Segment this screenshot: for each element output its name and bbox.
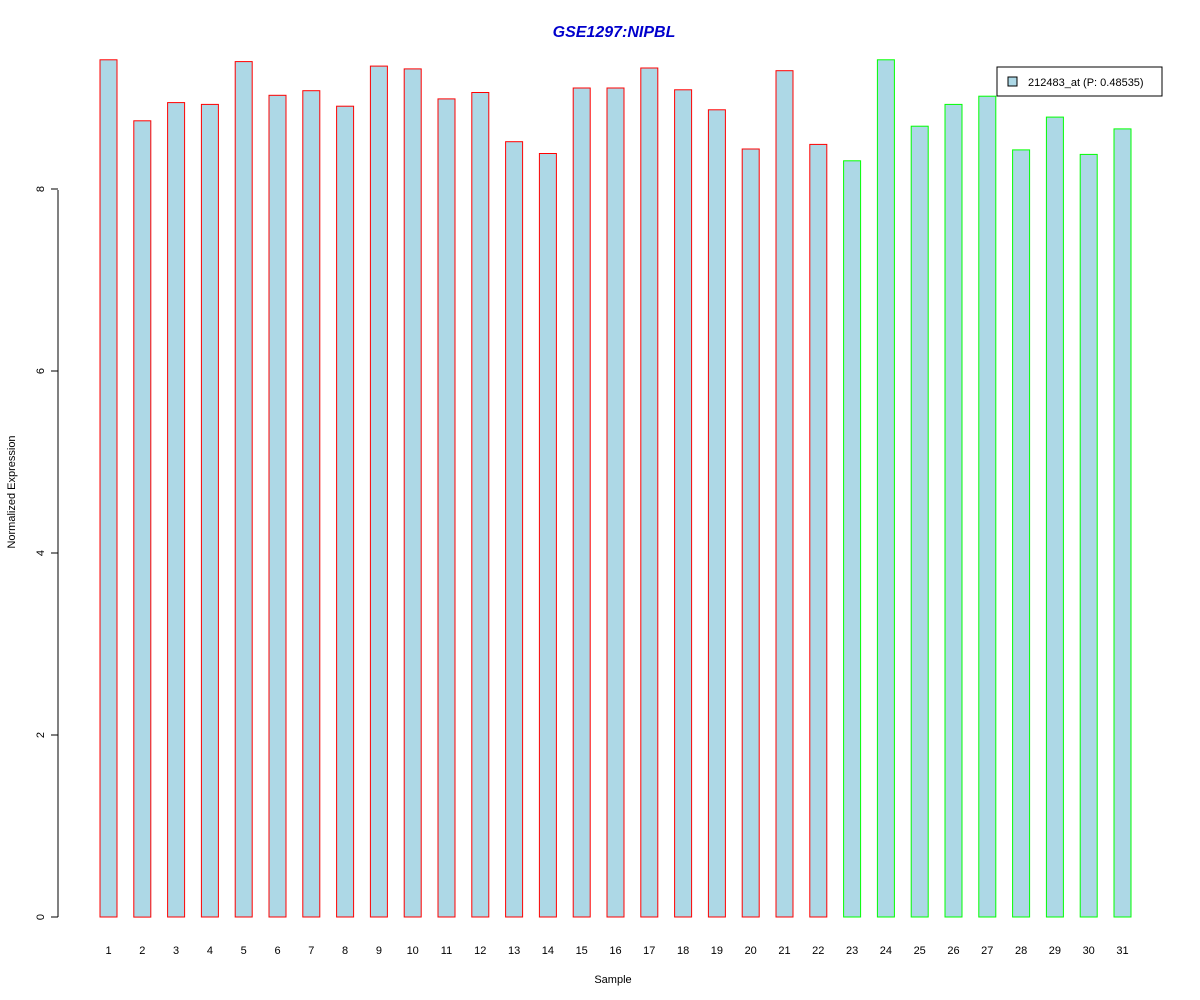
bar-sample-24 (876, 59, 895, 918)
bars-group (99, 59, 1132, 918)
bar-sample-28 (1012, 149, 1031, 918)
x-tick-label: 19 (711, 945, 723, 957)
bar-sample-21 (775, 70, 794, 918)
bar-sample-5 (234, 61, 253, 918)
legend-box (996, 66, 1163, 97)
x-tick-label: 10 (407, 945, 419, 957)
bar-sample-1 (99, 59, 118, 918)
bar-sample-7 (302, 90, 321, 918)
x-tick-label: 30 (1083, 945, 1095, 957)
x-tick-label: 2 (139, 945, 145, 957)
y-axis-label: Normalized Expression (6, 435, 18, 548)
x-tick-label: 22 (812, 945, 824, 957)
x-tick-label: 7 (308, 945, 314, 957)
bar-sample-6 (268, 94, 287, 918)
x-tick-label: 4 (207, 945, 213, 957)
y-tick-label: 8 (35, 186, 47, 192)
x-tick-label: 3 (173, 945, 179, 957)
x-tick-label: 17 (643, 945, 655, 957)
legend: 212483_at (P: 0.48535) (996, 66, 1163, 97)
x-tick-label: 12 (474, 945, 486, 957)
y-tick-label: 6 (35, 368, 47, 374)
bar-sample-11 (437, 98, 456, 918)
x-tick-label: 31 (1116, 945, 1128, 957)
bar-sample-2 (133, 120, 152, 918)
bar-sample-30 (1079, 153, 1098, 918)
x-tick-label: 1 (105, 945, 111, 957)
bar-sample-17 (640, 67, 659, 918)
x-tick-label: 6 (274, 945, 280, 957)
x-tick-label: 8 (342, 945, 348, 957)
x-tick-label: 24 (880, 945, 892, 957)
bar-sample-8 (336, 105, 355, 918)
x-axis-label: Sample (594, 974, 631, 986)
x-tick-label: 20 (745, 945, 757, 957)
x-tick-label: 16 (609, 945, 621, 957)
bar-sample-25 (910, 125, 929, 918)
bar-sample-10 (403, 68, 422, 918)
x-tick-label: 15 (576, 945, 588, 957)
bar-sample-18 (674, 89, 693, 918)
chart-title: GSE1297:NIPBL (553, 24, 676, 41)
bar-sample-20 (741, 148, 760, 918)
legend-label: 212483_at (P: 0.48535) (1028, 77, 1144, 89)
x-tick-label: 5 (241, 945, 247, 957)
bar-sample-12 (471, 92, 490, 918)
bar-sample-23 (843, 160, 862, 918)
x-tick-label: 23 (846, 945, 858, 957)
bar-sample-16 (606, 87, 625, 918)
x-tick-label: 11 (441, 945, 452, 957)
legend-swatch (1007, 76, 1018, 87)
bar-sample-4 (200, 103, 219, 918)
x-tick-label: 26 (947, 945, 959, 957)
x-tick-labels: 1 2 3 4 5 6 7 8 9 10 11 12 13 14 15 16 17 18 19 20 21 22 23 24 2… (105, 945, 1128, 957)
x-tick-label: 25 (914, 945, 926, 957)
bar-sample-26 (944, 103, 963, 918)
y-tick-label: 0 (35, 914, 47, 920)
x-tick-label: 13 (508, 945, 520, 957)
bar-sample-15 (572, 87, 591, 918)
bar-sample-29 (1045, 116, 1064, 918)
bar-sample-19 (707, 109, 726, 918)
y-tick-label: 2 (35, 732, 47, 738)
x-tick-label: 27 (981, 945, 993, 957)
bar-sample-22 (809, 143, 828, 918)
x-tick-label: 21 (778, 945, 790, 957)
x-tick-label: 14 (542, 945, 554, 957)
bar-sample-3 (167, 102, 186, 918)
x-tick-label: 18 (677, 945, 689, 957)
bar-sample-27 (978, 95, 997, 918)
y-axis: 0 2 4 6 8 (35, 186, 59, 920)
bar-sample-9 (369, 65, 388, 918)
bar-sample-14 (538, 153, 557, 918)
bar-sample-13 (505, 141, 524, 918)
x-tick-label: 9 (376, 945, 382, 957)
y-tick-label: 4 (35, 550, 47, 556)
x-tick-label: 28 (1015, 945, 1027, 957)
bar-sample-31 (1113, 128, 1132, 918)
x-tick-label: 29 (1049, 945, 1061, 957)
